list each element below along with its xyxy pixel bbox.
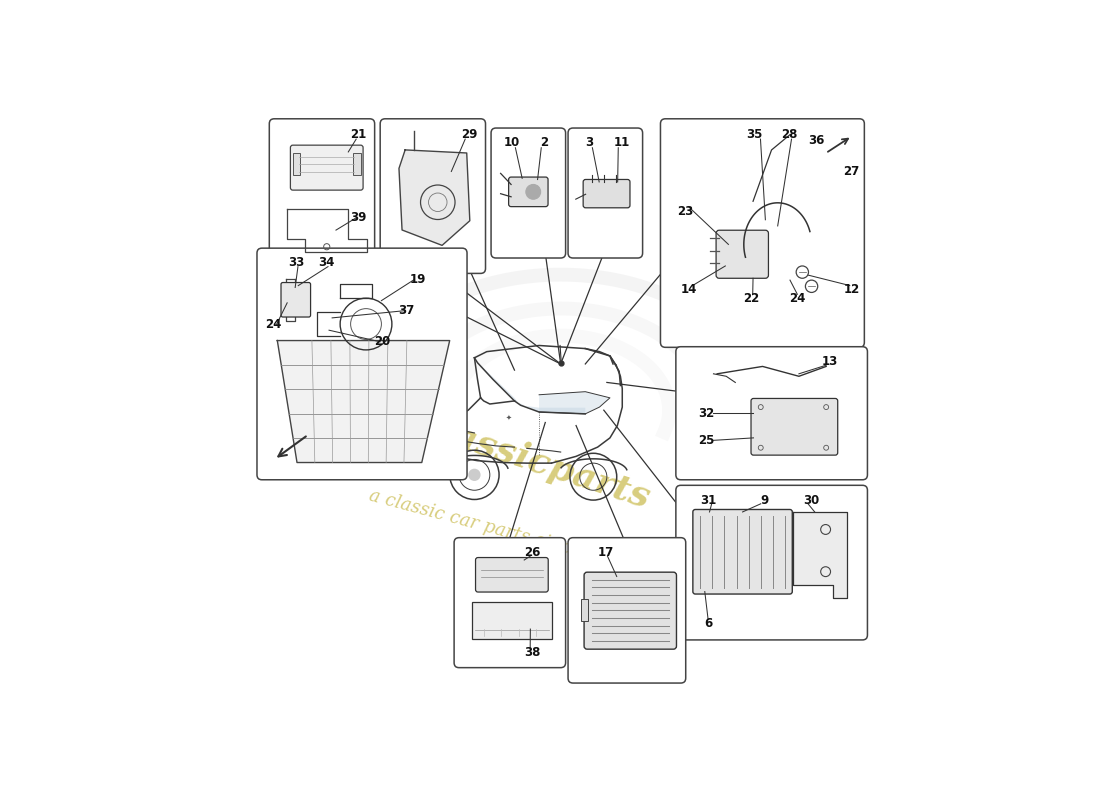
Text: 12: 12: [844, 283, 860, 297]
Bar: [472, 602, 552, 638]
Text: 35: 35: [747, 128, 762, 142]
Text: 3: 3: [585, 136, 593, 150]
Text: 20: 20: [374, 335, 390, 348]
Text: 19: 19: [410, 273, 427, 286]
Text: 30: 30: [803, 494, 820, 506]
Polygon shape: [477, 362, 585, 414]
Text: 33: 33: [288, 257, 304, 270]
FancyBboxPatch shape: [475, 558, 548, 592]
Bar: [581, 599, 589, 622]
Text: 29: 29: [461, 128, 477, 142]
FancyBboxPatch shape: [257, 248, 468, 480]
Polygon shape: [399, 150, 470, 246]
Text: 36: 36: [808, 134, 825, 147]
FancyBboxPatch shape: [675, 346, 868, 480]
Text: 22: 22: [742, 292, 759, 305]
Text: classicparts: classicparts: [416, 409, 654, 516]
Text: 21: 21: [351, 128, 366, 142]
FancyBboxPatch shape: [568, 538, 685, 683]
Text: 25: 25: [698, 434, 714, 447]
FancyBboxPatch shape: [716, 230, 769, 278]
FancyBboxPatch shape: [454, 538, 565, 668]
Text: 23: 23: [676, 205, 693, 218]
FancyBboxPatch shape: [675, 486, 868, 640]
FancyBboxPatch shape: [568, 128, 642, 258]
FancyBboxPatch shape: [381, 118, 485, 274]
Text: 32: 32: [698, 406, 714, 420]
Bar: [353, 153, 361, 175]
FancyBboxPatch shape: [508, 177, 548, 206]
FancyBboxPatch shape: [280, 282, 310, 317]
Text: 6: 6: [704, 618, 712, 630]
FancyBboxPatch shape: [491, 128, 565, 258]
Polygon shape: [539, 392, 609, 414]
Circle shape: [469, 469, 481, 481]
Text: 24: 24: [789, 292, 805, 305]
Text: 27: 27: [844, 166, 860, 178]
Text: 11: 11: [614, 136, 629, 150]
Circle shape: [526, 185, 541, 199]
FancyBboxPatch shape: [584, 572, 676, 649]
FancyBboxPatch shape: [660, 118, 865, 347]
FancyBboxPatch shape: [290, 145, 363, 190]
Text: 31: 31: [700, 494, 716, 506]
Bar: [293, 153, 300, 175]
Text: 37: 37: [398, 304, 415, 318]
FancyBboxPatch shape: [270, 118, 375, 274]
Text: 28: 28: [781, 128, 798, 142]
FancyBboxPatch shape: [751, 398, 838, 455]
Text: ✦: ✦: [505, 415, 512, 421]
Text: 2: 2: [540, 136, 549, 150]
Text: 39: 39: [351, 211, 366, 224]
Text: 34: 34: [318, 257, 334, 270]
Text: 24: 24: [265, 318, 282, 330]
Text: 17: 17: [597, 546, 614, 559]
Text: 10: 10: [504, 136, 520, 150]
Text: 38: 38: [524, 646, 540, 659]
FancyBboxPatch shape: [693, 510, 792, 594]
Text: 9: 9: [760, 494, 769, 506]
Text: a classic car parts since 1985: a classic car parts since 1985: [366, 487, 632, 574]
FancyBboxPatch shape: [583, 179, 630, 208]
Text: 26: 26: [524, 546, 540, 559]
Polygon shape: [793, 512, 847, 598]
Text: 14: 14: [681, 283, 697, 297]
Text: 13: 13: [822, 355, 838, 368]
Polygon shape: [277, 341, 450, 462]
